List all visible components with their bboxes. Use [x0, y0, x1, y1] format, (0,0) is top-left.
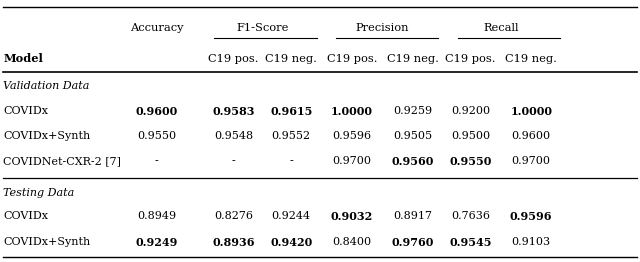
Text: Testing Data: Testing Data	[3, 188, 74, 198]
Text: F1-Score: F1-Score	[236, 23, 289, 32]
Text: COVIDx: COVIDx	[3, 211, 48, 221]
Text: -: -	[232, 156, 236, 166]
Text: C19 pos.: C19 pos.	[445, 54, 495, 64]
Text: Accuracy: Accuracy	[130, 23, 184, 32]
Text: 0.9552: 0.9552	[271, 131, 311, 141]
Text: COVIDNet-CXR-2 [7]: COVIDNet-CXR-2 [7]	[3, 156, 121, 166]
Text: 0.8949: 0.8949	[137, 211, 177, 221]
Text: 0.7636: 0.7636	[451, 211, 490, 221]
Text: 0.9600: 0.9600	[511, 131, 551, 141]
Text: 0.9600: 0.9600	[136, 106, 178, 117]
Text: 0.8276: 0.8276	[214, 211, 253, 221]
Text: C19 pos.: C19 pos.	[327, 54, 377, 64]
Text: Recall: Recall	[483, 23, 518, 32]
Text: COVIDx+Synth: COVIDx+Synth	[3, 237, 90, 247]
Text: C19 neg.: C19 neg.	[265, 54, 317, 64]
Text: 0.8917: 0.8917	[394, 211, 432, 221]
Text: 0.9550: 0.9550	[449, 156, 492, 167]
Text: 0.8400: 0.8400	[332, 237, 372, 247]
Text: 0.9560: 0.9560	[392, 156, 434, 167]
Text: Model: Model	[3, 53, 43, 64]
Text: 0.9548: 0.9548	[214, 131, 253, 141]
Text: 0.9032: 0.9032	[331, 211, 373, 222]
Text: 0.8936: 0.8936	[212, 237, 255, 248]
Text: 0.9550: 0.9550	[137, 131, 177, 141]
Text: 0.9583: 0.9583	[212, 106, 255, 117]
Text: C19 pos.: C19 pos.	[209, 54, 259, 64]
Text: 0.9200: 0.9200	[451, 106, 490, 116]
Text: -: -	[155, 156, 159, 166]
Text: 0.9700: 0.9700	[333, 156, 371, 166]
Text: 0.9700: 0.9700	[512, 156, 550, 166]
Text: C19 neg.: C19 neg.	[387, 54, 439, 64]
Text: 0.9760: 0.9760	[392, 237, 434, 248]
Text: 0.9244: 0.9244	[271, 211, 311, 221]
Text: COVIDx+Synth: COVIDx+Synth	[3, 131, 90, 141]
Text: 0.9505: 0.9505	[393, 131, 433, 141]
Text: 0.9249: 0.9249	[136, 237, 178, 248]
Text: 0.9596: 0.9596	[510, 211, 552, 222]
Text: Validation Data: Validation Data	[3, 81, 90, 91]
Text: -: -	[289, 156, 293, 166]
Text: 0.9259: 0.9259	[393, 106, 433, 116]
Text: 0.9420: 0.9420	[270, 237, 312, 248]
Text: 0.9103: 0.9103	[511, 237, 551, 247]
Text: 1.0000: 1.0000	[510, 106, 552, 117]
Text: 0.9500: 0.9500	[451, 131, 490, 141]
Text: C19 neg.: C19 neg.	[505, 54, 557, 64]
Text: 0.9545: 0.9545	[449, 237, 492, 248]
Text: 0.9596: 0.9596	[332, 131, 372, 141]
Text: 0.9615: 0.9615	[270, 106, 312, 117]
Text: Precision: Precision	[356, 23, 409, 32]
Text: COVIDx: COVIDx	[3, 106, 48, 116]
Text: 1.0000: 1.0000	[331, 106, 373, 117]
